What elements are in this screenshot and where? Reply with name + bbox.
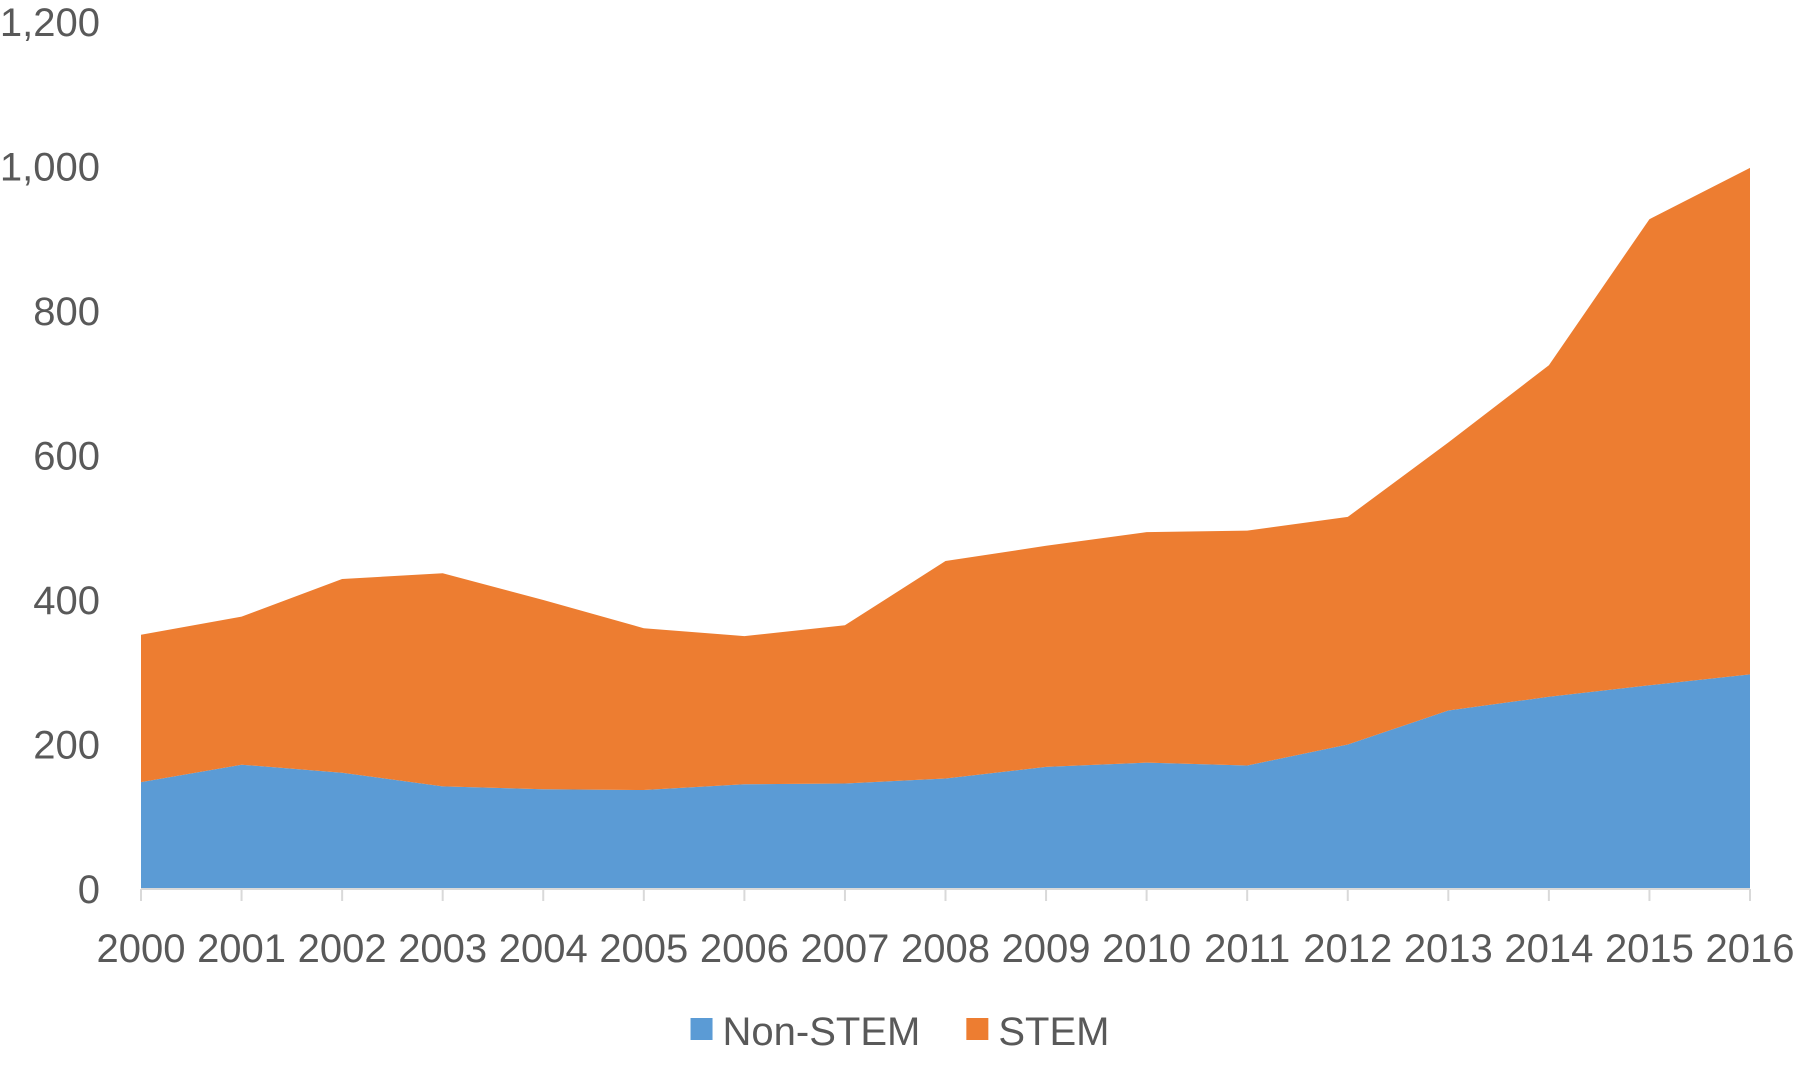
- x-tick-label: 2008: [901, 927, 990, 971]
- x-tick-label: 2005: [599, 927, 688, 971]
- x-tick-label: 2002: [298, 927, 387, 971]
- y-tick-label: 400: [33, 579, 100, 623]
- legend-label: STEM: [998, 1010, 1109, 1054]
- x-tick-label: 2003: [398, 927, 487, 971]
- x-tick-label: 2007: [800, 927, 889, 971]
- y-tick-label: 1,200: [0, 1, 100, 45]
- legend-swatch-non-stem: [690, 1018, 713, 1040]
- y-tick-label: 200: [33, 724, 100, 768]
- legend: Non-STEM STEM: [690, 1010, 1109, 1054]
- x-tick-label: 2015: [1605, 927, 1694, 971]
- area-non-stem: [141, 674, 1750, 889]
- x-tick-label: 2006: [700, 927, 789, 971]
- y-tick-label: 0: [78, 868, 100, 912]
- legend-swatch-stem: [966, 1018, 989, 1040]
- x-tick-label: 2010: [1102, 927, 1191, 971]
- x-tick-label: 2012: [1303, 927, 1392, 971]
- x-tick-label: 2009: [1002, 927, 1091, 971]
- y-tick-label: 600: [33, 435, 100, 479]
- y-tick-label: 1,000: [0, 146, 100, 190]
- x-tick-label: 2014: [1504, 927, 1593, 971]
- x-tick-label: 2011: [1204, 927, 1290, 971]
- x-tick-label: 2001: [197, 927, 286, 971]
- x-tick-label: 2000: [97, 927, 186, 971]
- y-tick-label: 800: [33, 290, 100, 334]
- area-stem: [141, 167, 1750, 790]
- x-tick-label: 2013: [1404, 927, 1493, 971]
- x-tick-label: 2004: [499, 927, 588, 971]
- x-tick-label: 2016: [1706, 927, 1795, 971]
- legend-label: Non-STEM: [723, 1010, 921, 1054]
